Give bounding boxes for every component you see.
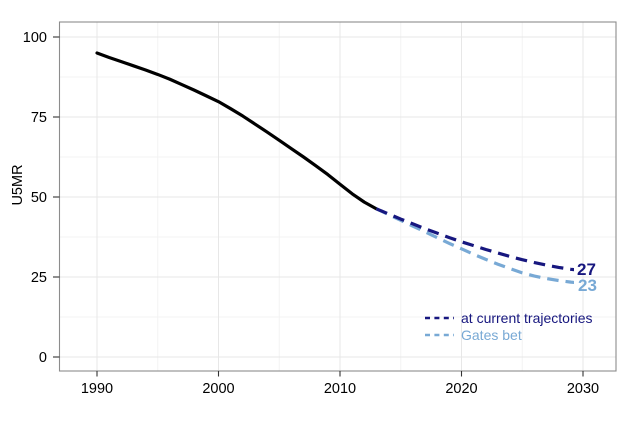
legend-item-gates: Gates bet [424, 327, 593, 342]
legend-label-current: at current trajectories [461, 309, 593, 326]
end-label-current-trajectories: 27 [577, 260, 596, 279]
projection-current-line [375, 207, 574, 272]
x-axis-tick-label: 2030 [567, 381, 599, 397]
x-axis-tick-label: 2020 [445, 381, 477, 397]
projection-gates-line [375, 207, 574, 285]
y-axis-title: U5MR [10, 164, 26, 206]
x-axis-tick-label: 2000 [202, 381, 234, 397]
y-axis-tick-label: 75 [31, 110, 47, 126]
y-axis-tick-label: 50 [31, 190, 47, 206]
historical-line [95, 51, 379, 211]
y-axis-tick-label: 0 [39, 350, 47, 366]
dashed-line-icon [425, 316, 454, 319]
legend-label-gates: Gates bet [461, 326, 522, 343]
dashed-line-icon [425, 333, 454, 336]
legend: at current trajectories Gates bet [424, 310, 593, 342]
x-axis-tick-label: 1990 [81, 381, 113, 397]
y-axis-tick-label: 25 [31, 270, 47, 286]
end-label-gates-bet: 23 [578, 276, 597, 295]
y-axis-tick-label: 100 [23, 30, 47, 46]
x-axis-tick-label: 2010 [324, 381, 356, 397]
legend-item-current: at current trajectories [424, 310, 593, 325]
